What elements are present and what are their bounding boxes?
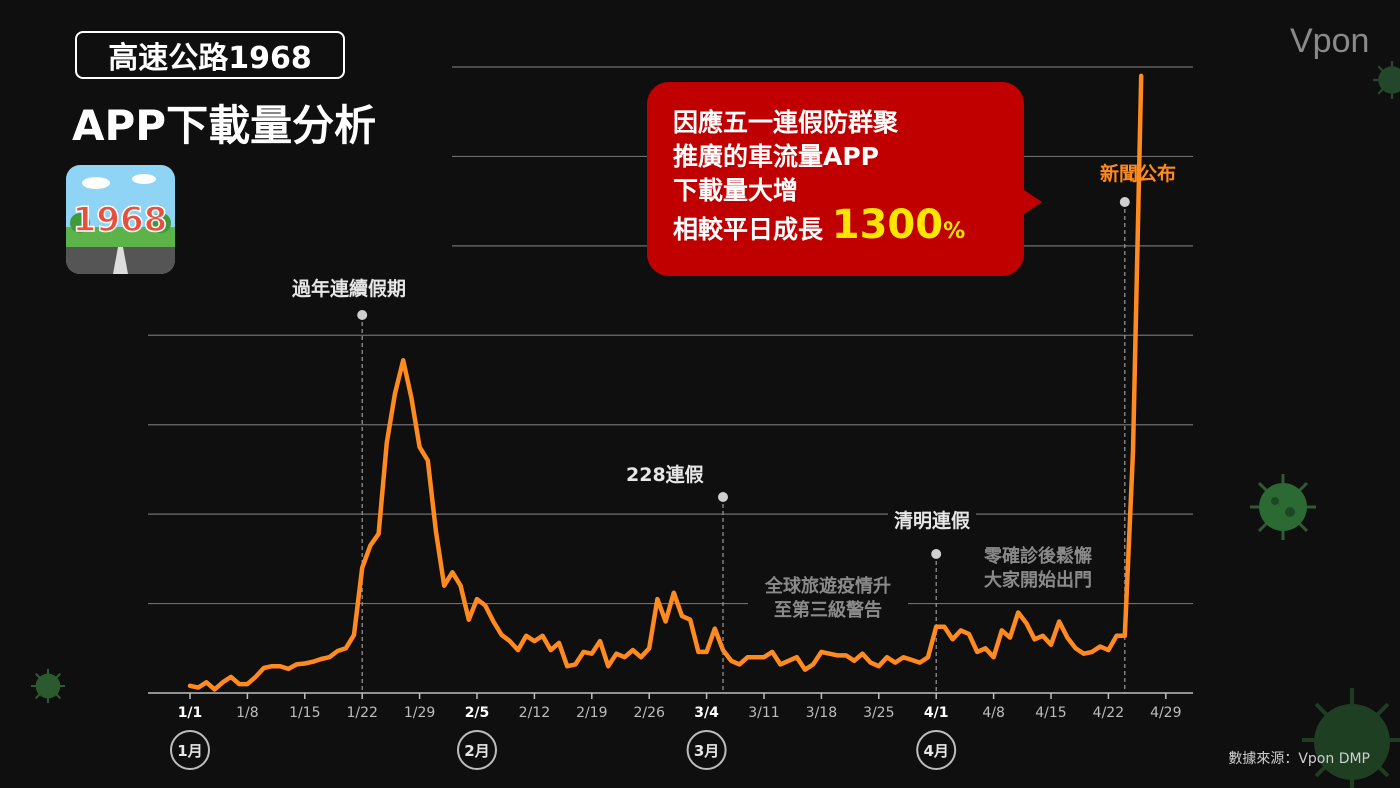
month-marker-circle bbox=[170, 730, 210, 770]
callout-box: 因應五一連假防群聚 推廣的車流量APP 下載量大增 相較平日成長 1300% bbox=[647, 82, 1042, 276]
callout-line-4-prefix: 相較平日成長 bbox=[673, 215, 824, 244]
annotation-global-travel-line1: 全球旅遊疫情升 bbox=[765, 576, 891, 597]
event-dot bbox=[357, 310, 368, 320]
month-marker-circle bbox=[686, 730, 727, 770]
x-tick-label: 1/29 bbox=[404, 705, 435, 721]
virus-icon bbox=[31, 669, 65, 703]
subtitle-box: 高速公路1968 bbox=[75, 31, 345, 79]
event-dot bbox=[718, 492, 728, 502]
x-tick-label: 2/19 bbox=[576, 705, 607, 721]
x-tick-label: 2/26 bbox=[633, 705, 665, 721]
annotation-qingming: 清明連假 bbox=[888, 506, 977, 533]
event-dot bbox=[931, 549, 942, 559]
data-source: 數據來源：Vpon DMP bbox=[1228, 751, 1370, 767]
x-tick-label: 3/25 bbox=[863, 705, 894, 721]
x-tick-label: 4/1 bbox=[924, 705, 949, 721]
month-marker-label: 1月 bbox=[177, 742, 202, 760]
callout-line-2: 推廣的車流量APP bbox=[673, 142, 879, 171]
brand-logo: Vpon bbox=[1290, 22, 1370, 60]
annotation-228: 228連假 bbox=[626, 464, 704, 486]
virus-icon bbox=[1302, 688, 1400, 788]
x-tick-label: 4/22 bbox=[1093, 705, 1124, 721]
x-tick-label: 4/15 bbox=[1035, 705, 1066, 721]
growth-unit: % bbox=[943, 219, 966, 244]
subtitle: 高速公路1968 bbox=[108, 41, 312, 76]
x-tick-label: 1/15 bbox=[289, 705, 320, 721]
event-dot bbox=[1119, 197, 1130, 207]
x-tick-label: 3/4 bbox=[694, 705, 719, 721]
x-tick-label: 3/11 bbox=[748, 705, 779, 721]
virus-icon bbox=[1250, 474, 1316, 540]
x-tick-label: 2/12 bbox=[519, 705, 550, 721]
month-marker-label: 4月 bbox=[923, 742, 948, 760]
annotation-zero-case-line1: 零確診後鬆懈 bbox=[984, 546, 1092, 567]
annotation-zero-case: 零確診後鬆懈 大家開始出門 bbox=[968, 545, 1108, 593]
callout-line-3: 下載量大增 bbox=[673, 176, 799, 205]
callout-line-4: 相較平日成長 1300% bbox=[673, 205, 1024, 249]
x-tick-label: 1/1 bbox=[178, 705, 203, 721]
month-marker-label: 3月 bbox=[694, 742, 719, 760]
annotation-zero-case-line2: 大家開始出門 bbox=[984, 570, 1092, 591]
x-tick-label: 1/8 bbox=[236, 705, 259, 721]
month-marker-label: 2月 bbox=[464, 742, 489, 760]
x-tick-label: 1/22 bbox=[346, 705, 377, 721]
growth-value: 1300 bbox=[831, 202, 944, 248]
x-tick-label: 3/18 bbox=[806, 705, 837, 721]
month-marker-circle bbox=[457, 730, 497, 770]
virus-icon bbox=[1373, 61, 1400, 99]
x-tick-label: 4/29 bbox=[1150, 705, 1181, 721]
annotation-news: 新聞公布 bbox=[1100, 163, 1177, 185]
x-tick-label: 4/8 bbox=[982, 705, 1005, 721]
annotation-lunar-new-year: 過年連續假期 bbox=[292, 278, 407, 300]
app-icon: 1968 bbox=[66, 165, 175, 274]
series-line bbox=[187, 73, 1144, 692]
x-tick-label: 2/5 bbox=[465, 705, 490, 721]
annotation-global-travel-line2: 至第三級警告 bbox=[774, 600, 882, 621]
page-title: APP下載量分析 bbox=[72, 101, 377, 150]
annotation-global-travel: 全球旅遊疫情升 至第三級警告 bbox=[748, 575, 908, 623]
month-marker-circle bbox=[916, 730, 957, 770]
callout-line-1: 因應五一連假防群聚 bbox=[673, 108, 899, 137]
app-icon-text: 1968 bbox=[73, 200, 168, 240]
